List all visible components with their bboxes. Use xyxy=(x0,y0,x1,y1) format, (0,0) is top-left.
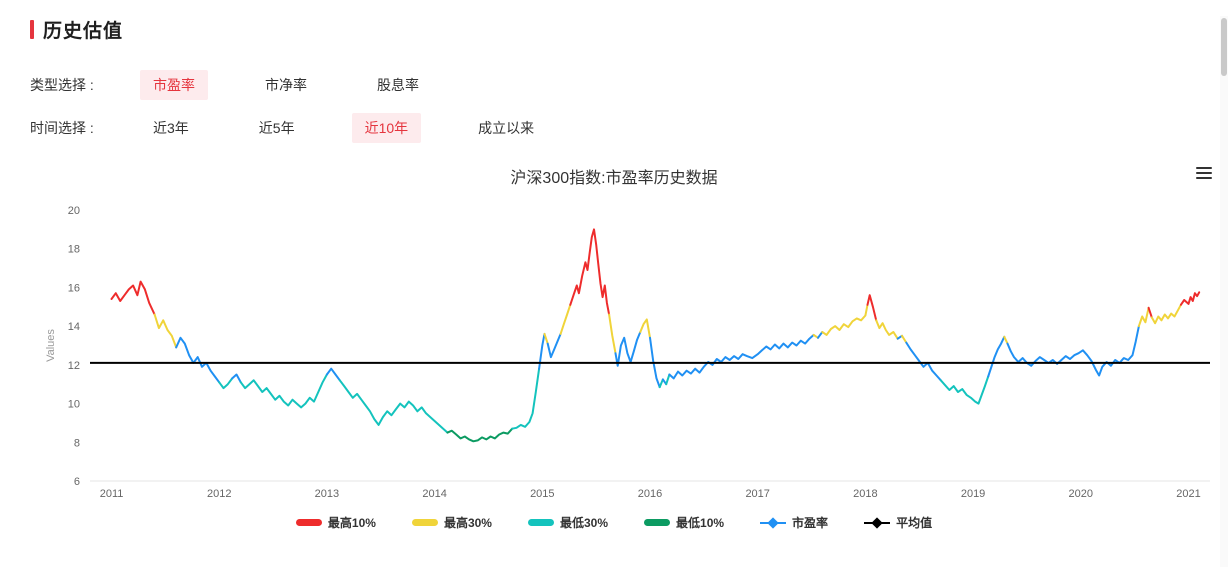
series-segment-bottom30 xyxy=(939,375,990,405)
x-tick-label: 2012 xyxy=(207,488,231,500)
series-segment-bottom30 xyxy=(665,373,671,386)
legend-item-2[interactable]: 最低30% xyxy=(527,514,609,531)
series-segment-mid xyxy=(231,373,242,384)
series-segment-bottom30 xyxy=(658,378,664,389)
type-option-dividend-yield[interactable]: 股息率 xyxy=(377,77,419,93)
time-option-10y[interactable]: 近10年 xyxy=(351,113,422,143)
series-segment-top30 xyxy=(608,313,617,355)
type-option-pb[interactable]: 市净率 xyxy=(265,77,307,93)
x-tick-label: 2020 xyxy=(1069,488,1093,500)
legend-pill-icon xyxy=(527,519,554,526)
series-segment-mid xyxy=(614,331,642,367)
legend-label: 最高30% xyxy=(443,516,492,530)
series-segment-bottom30 xyxy=(338,379,449,434)
series-segment-mid xyxy=(668,333,815,380)
section-header: 历史估值 xyxy=(30,16,1228,43)
x-tick-label: 2011 xyxy=(100,488,124,500)
y-tick-label: 8 xyxy=(74,437,80,449)
y-tick-label: 12 xyxy=(68,360,80,372)
time-selector-label: 时间选择 : xyxy=(30,120,94,136)
y-tick-label: 10 xyxy=(68,399,80,411)
y-tick-label: 14 xyxy=(68,321,80,333)
series-segment-top30 xyxy=(153,313,178,349)
series-segment-mid xyxy=(1006,325,1140,377)
y-tick-label: 18 xyxy=(68,244,80,256)
legend-pill-icon xyxy=(295,519,322,526)
series-segment-top30 xyxy=(821,303,869,336)
legend-label: 市盈率 xyxy=(792,516,829,530)
legend-pill-icon xyxy=(644,519,671,526)
series-segment-top10 xyxy=(1147,306,1153,319)
series-segment-mid xyxy=(817,331,824,339)
series-segment-top30 xyxy=(1137,306,1150,328)
legend-label: 最高10% xyxy=(327,516,376,530)
series-segment-mid xyxy=(538,332,546,370)
series-segment-top30 xyxy=(639,318,651,339)
type-selector-label: 类型选择 : xyxy=(30,77,94,93)
x-tick-label: 2017 xyxy=(745,488,769,500)
legend-diamond-icon xyxy=(760,516,787,529)
series-segment-top30 xyxy=(901,334,908,344)
series-segment-bottom10 xyxy=(446,427,514,443)
time-option-3y[interactable]: 近3年 xyxy=(153,120,189,136)
series-segment-mid xyxy=(649,336,661,389)
legend-item-3[interactable]: 最低10% xyxy=(644,514,724,531)
y-tick-label: 6 xyxy=(74,476,80,488)
scrollbar-track xyxy=(1220,16,1228,567)
x-tick-label: 2021 xyxy=(1176,488,1200,500)
y-axis-title: Values xyxy=(45,329,57,362)
x-tick-label: 2018 xyxy=(853,488,877,500)
chart-title: 沪深300指数:市盈率历史数据 xyxy=(510,170,718,187)
y-tick-label: 20 xyxy=(68,205,80,217)
series-segment-mid xyxy=(325,367,341,382)
legend-pill-icon xyxy=(411,519,438,526)
series-segment-top10 xyxy=(866,294,878,322)
series-segment-mid xyxy=(175,336,221,384)
series-segment-top10 xyxy=(1179,291,1201,306)
time-option-5y[interactable]: 近5年 xyxy=(258,120,295,136)
legend-item-5[interactable]: 平均值 xyxy=(864,514,932,531)
page-title: 历史估值 xyxy=(43,21,124,42)
series-segment-bottom30 xyxy=(239,373,328,409)
series-segment-top30 xyxy=(1150,303,1182,325)
legend-label: 最低10% xyxy=(676,516,725,530)
series-segment-bottom30 xyxy=(511,367,541,430)
series-segment-mid xyxy=(987,335,1006,378)
x-tick-label: 2013 xyxy=(315,488,339,500)
series-segment-top30 xyxy=(543,332,549,345)
legend-label: 平均值 xyxy=(896,516,933,530)
type-selector: 类型选择 : 市盈率 市净率 股息率 xyxy=(30,70,1228,100)
time-selector: 时间选择 : 近3年 近5年 近10年 成立以来 xyxy=(30,113,1228,143)
chart-header: 沪深300指数:市盈率历史数据 xyxy=(0,164,1228,188)
series-segment-top30 xyxy=(559,303,572,335)
series-segment-top10 xyxy=(569,228,611,316)
plot-area: 6 8 10 12 14 16 18 20 2011 2012 2013 2014 2015 2016 20… xyxy=(45,205,1210,500)
legend-item-0[interactable]: 最高10% xyxy=(295,514,376,531)
x-tick-label: 2014 xyxy=(422,488,446,500)
series-segment-mid xyxy=(546,332,562,359)
chart-legend: 最高10% 最高30% 最低30% 最低10% 市盈率 平均值 xyxy=(0,514,1228,531)
legend-label: 最低30% xyxy=(559,516,609,530)
series-segment-top10 xyxy=(110,280,156,316)
legend-diamond-icon xyxy=(864,516,891,529)
series-segment-mid xyxy=(905,341,942,382)
y-tick-label: 16 xyxy=(68,282,80,294)
chart-menu-icon[interactable] xyxy=(1196,167,1212,182)
legend-item-4[interactable]: 市盈率 xyxy=(760,514,828,531)
series-segment-top30 xyxy=(875,319,899,340)
type-option-pe[interactable]: 市盈率 xyxy=(140,70,208,100)
chart-card: 沪深300指数:市盈率历史数据 6 8 10 12 14 16 18 20 2011 2012 20… xyxy=(0,164,1228,531)
series-segment-bottom30 xyxy=(218,377,234,390)
legend-item-1[interactable]: 最高30% xyxy=(411,514,492,531)
x-tick-label: 2019 xyxy=(961,488,985,500)
scrollbar-thumb[interactable] xyxy=(1221,18,1227,76)
x-tick-label: 2015 xyxy=(530,488,554,500)
section-accent-bar xyxy=(30,20,34,39)
x-tick-label: 2016 xyxy=(638,488,662,500)
time-option-since-inception[interactable]: 成立以来 xyxy=(478,120,535,136)
series-segment-top30 xyxy=(1003,335,1009,345)
